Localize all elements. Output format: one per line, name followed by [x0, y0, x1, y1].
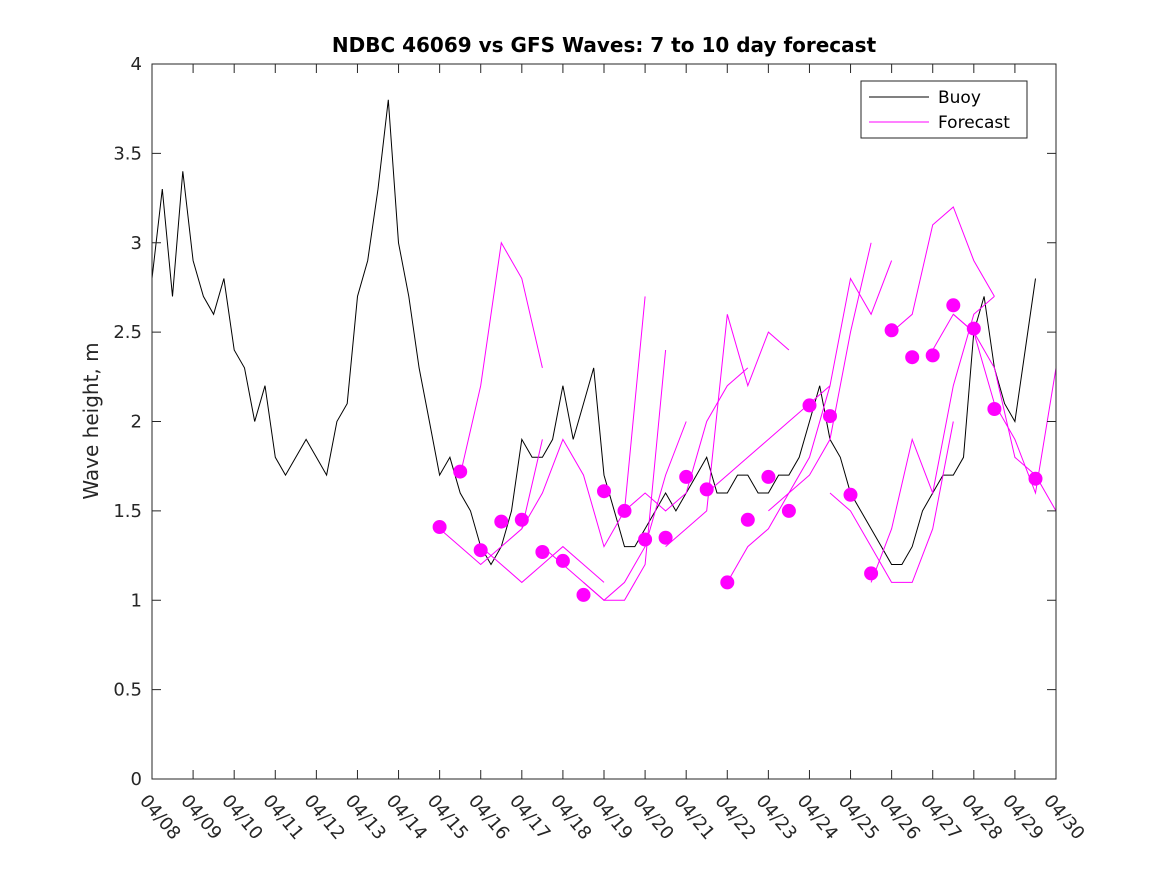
y-tick-label: 0	[131, 769, 142, 790]
forecast-series-line-7	[624, 367, 749, 512]
forecast-marker-point	[925, 348, 940, 363]
forecast-marker-point	[905, 350, 920, 365]
forecast-series-line-14	[891, 206, 995, 333]
forecast-marker-point	[864, 566, 879, 581]
forecast-marker-point	[761, 469, 776, 484]
y-tick-label: 3.5	[113, 143, 142, 164]
forecast-marker-point	[946, 298, 961, 313]
forecast-series-line-11	[768, 260, 893, 512]
forecast-marker-point	[576, 587, 591, 602]
forecast-marker-point	[987, 402, 1002, 416]
forecast-series-line-13	[870, 296, 995, 583]
forecast-marker-point	[473, 543, 488, 558]
forecast-marker-point	[720, 575, 735, 590]
forecast-marker-point	[699, 482, 714, 497]
forecast-marker-point	[843, 487, 858, 502]
forecast-marker-point	[453, 464, 468, 479]
legend-label-buoy: Buoy	[938, 88, 981, 108]
forecast-marker-point	[638, 532, 653, 547]
forecast-marker-point	[1028, 471, 1043, 486]
y-tick-label: 0.5	[113, 680, 142, 701]
legend: Buoy Forecast	[860, 80, 1028, 139]
y-axis-label: Wave height, m	[79, 342, 103, 499]
forecast-series-line-12	[829, 421, 954, 583]
forecast-marker-point	[535, 545, 550, 559]
forecast-marker-point	[802, 398, 817, 413]
chart-title: NDBC 46069 vs GFS Waves: 7 to 10 day for…	[332, 33, 877, 57]
y-axis: 0 0.5 1 1.5 2 2.5 3 3.5 4	[113, 54, 1056, 790]
forecast-marker-point	[514, 512, 529, 527]
forecast-series-line-8	[665, 314, 790, 547]
legend-box	[860, 80, 1028, 139]
forecast-marker-point	[679, 469, 694, 484]
y-tick-label: 3	[131, 233, 142, 254]
forecast-marker-point	[597, 484, 611, 499]
legend-label-forecast: Forecast	[938, 113, 1010, 133]
forecast-marker-point	[740, 512, 755, 527]
y-tick-label: 4	[131, 54, 142, 75]
y-tick-label: 2	[131, 412, 142, 433]
y-tick-label: 2.5	[113, 322, 142, 343]
forecast-marker-point	[432, 520, 447, 534]
forecast-marker-point	[781, 503, 796, 518]
forecast-marker-point	[555, 553, 570, 568]
forecast-marker-point	[823, 409, 837, 424]
forecast-marker-point	[658, 530, 673, 545]
forecast-series-line-6	[583, 421, 687, 601]
forecast-marker-point	[884, 323, 899, 338]
forecast-series-line-10	[726, 242, 872, 583]
y-tick-label: 1.5	[113, 501, 142, 522]
forecast-marker-point	[617, 503, 632, 518]
buoy-series-line	[151, 99, 1036, 566]
forecast-series-line-1	[459, 241, 543, 476]
plot-area	[151, 99, 1057, 602]
forecast-marker-point	[966, 321, 981, 336]
forecast-marker-point	[494, 514, 509, 529]
forecast-series-line-3	[480, 545, 605, 584]
y-tick-label: 1	[131, 590, 142, 611]
